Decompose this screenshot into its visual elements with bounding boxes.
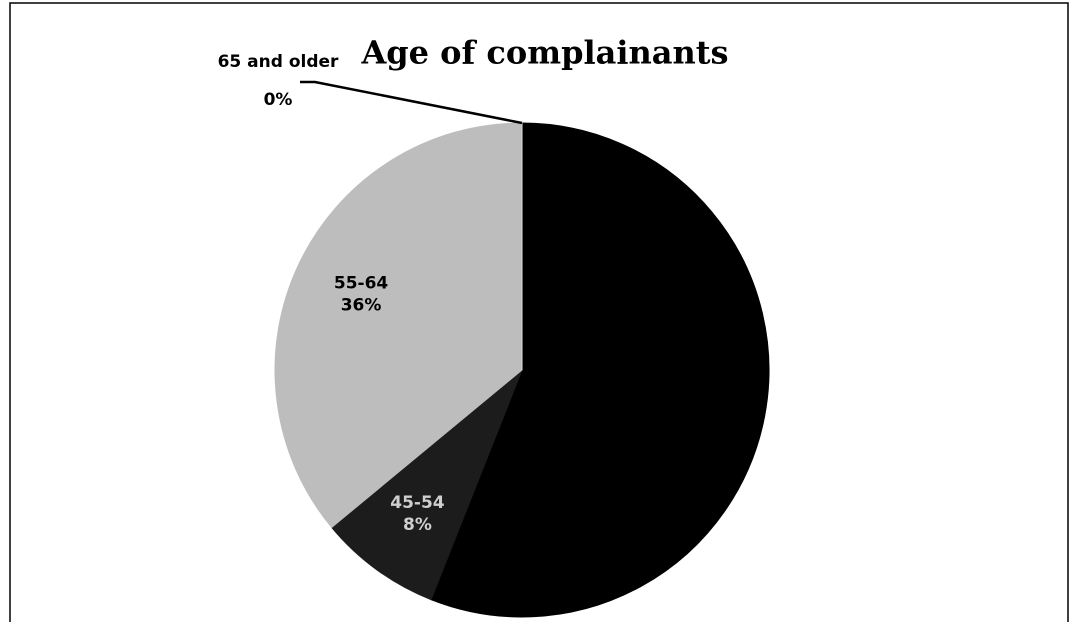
- category-label: 55-64: [334, 273, 389, 293]
- leader-line: [300, 80, 523, 125]
- data-label: 0%: [264, 90, 293, 110]
- category-label: 65 and older: [218, 52, 339, 72]
- pie-slice: [430, 122, 770, 618]
- data-label: 36%: [341, 295, 382, 315]
- category-label: 45-54: [390, 493, 445, 513]
- pie-slice: [274, 122, 523, 529]
- pie-slice: [330, 369, 523, 601]
- chart-title: Age of complainants: [360, 34, 728, 72]
- data-label: 8%: [403, 515, 432, 535]
- chart-frame: [9, 2, 1069, 622]
